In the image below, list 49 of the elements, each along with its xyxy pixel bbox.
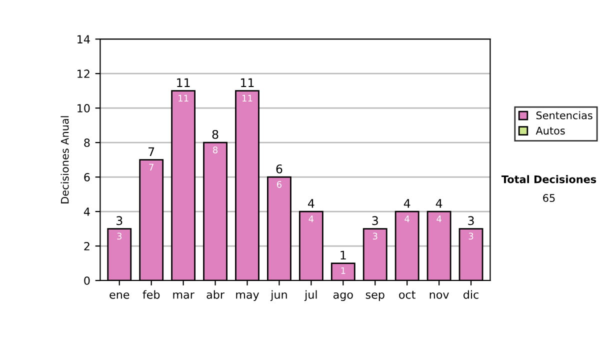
y-tick-label: 4 <box>84 208 90 216</box>
total-label: 8 <box>212 130 218 139</box>
data-label: 8 <box>213 146 218 154</box>
data-label: 4 <box>308 216 314 222</box>
total-label: 7 <box>148 147 154 156</box>
total-label: 3 <box>116 216 122 226</box>
x-tick-label: dic <box>464 290 478 299</box>
legend-label: Autos <box>536 126 565 135</box>
y-tick-label: 12 <box>78 70 90 78</box>
total-label: 11 <box>241 78 254 87</box>
total-label: 4 <box>404 199 410 208</box>
x-tick-label: mar <box>173 292 194 299</box>
y-tick-label: 8 <box>84 138 90 147</box>
text: 65 <box>543 194 555 202</box>
total-label: 3 <box>468 216 474 226</box>
data-label: 3 <box>117 232 122 240</box>
x-tick-label: ago <box>333 292 353 301</box>
y-tick-label: 14 <box>78 35 90 44</box>
x-tick-label: jul <box>304 290 317 301</box>
x-tick-label: abr <box>206 290 224 299</box>
total-label: 1 <box>340 250 346 260</box>
text: Total Decisiones <box>501 175 596 184</box>
total-label: 6 <box>276 164 282 174</box>
x-tick-label: feb <box>142 290 160 299</box>
data-label: 3 <box>468 232 474 240</box>
data-label: 4 <box>436 216 442 222</box>
x-tick-label: may <box>236 292 260 301</box>
legend-label: Sentencias <box>536 111 592 120</box>
x-tick-label: nov <box>430 292 449 299</box>
x-tick-label: ene <box>110 292 130 299</box>
data-label: 1 <box>341 267 346 274</box>
y-tick-label: 6 <box>84 173 90 182</box>
total-label: 4 <box>308 199 314 208</box>
x-tick-label: oct <box>399 290 416 299</box>
y-axis-title: Decisiones Anual <box>60 116 69 204</box>
y-tick-label: 0 <box>84 276 90 285</box>
data-label: 11 <box>242 94 252 102</box>
data-label: 11 <box>178 94 188 102</box>
total-label: 4 <box>436 199 442 208</box>
total-label: 11 <box>177 78 190 87</box>
data-label: 7 <box>149 164 154 170</box>
x-tick-label: sep <box>366 292 384 301</box>
x-tick-label: jun <box>270 290 287 301</box>
total-label: 3 <box>372 216 378 226</box>
data-label: 6 <box>276 180 282 188</box>
y-tick-label: 10 <box>78 104 90 112</box>
data-label: 4 <box>404 216 410 222</box>
y-tick-label: 2 <box>84 242 90 250</box>
data-label: 3 <box>372 232 378 240</box>
